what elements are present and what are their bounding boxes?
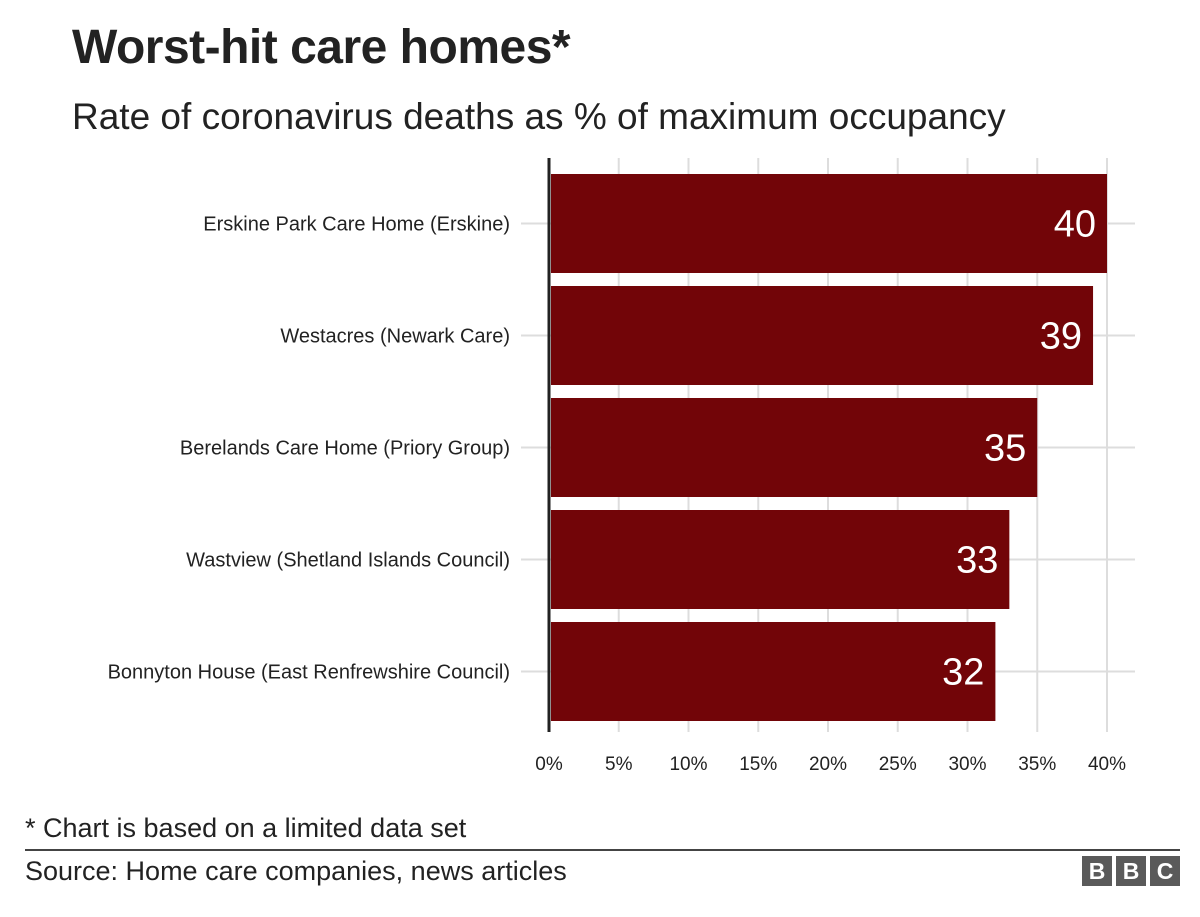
x-tick-label: 20% <box>809 754 847 775</box>
category-label: Wastview (Shetland Islands Council) <box>186 550 510 572</box>
category-label: Berelands Care Home (Priory Group) <box>180 438 510 460</box>
data-label: 33 <box>956 540 998 582</box>
x-tick-label: 35% <box>1018 754 1056 775</box>
data-label: 40 <box>1054 204 1096 246</box>
logo-letter: B <box>1116 856 1146 886</box>
bar <box>551 622 996 721</box>
bar <box>551 286 1094 385</box>
chart-subtitle: Rate of coronavirus deaths as % of maxim… <box>72 96 1006 137</box>
bar <box>551 174 1107 273</box>
x-tick-label: 30% <box>948 754 986 775</box>
x-tick-label: 5% <box>605 754 633 775</box>
logo-letter: B <box>1082 856 1112 886</box>
bar-chart: 40 39 35 33 32 Erskine Park Care Home (Erski… <box>108 158 1135 775</box>
category-label: Bonnyton House (East Renfrewshire Counci… <box>108 662 510 684</box>
x-tick-label: 25% <box>879 754 917 775</box>
data-label: 39 <box>1040 316 1082 358</box>
category-labels: Erskine Park Care Home (Erskine) Westacre… <box>108 214 510 684</box>
footer-divider <box>25 849 1180 851</box>
x-tick-labels: 0% 5% 10% 15% 20% 25% 30% 35% 40% <box>535 754 1126 775</box>
bar <box>551 398 1038 497</box>
bbc-logo: B B C <box>1082 856 1180 886</box>
data-label: 35 <box>984 428 1026 470</box>
logo-letter: C <box>1150 856 1180 886</box>
category-label: Westacres (Newark Care) <box>280 326 510 348</box>
category-label: Erskine Park Care Home (Erskine) <box>203 214 510 236</box>
source-note: Source: Home care companies, news articl… <box>25 856 567 886</box>
x-tick-label: 0% <box>535 754 563 775</box>
x-tick-label: 40% <box>1088 754 1126 775</box>
x-tick-label: 15% <box>739 754 777 775</box>
x-tick-label: 10% <box>669 754 707 775</box>
bars: 40 39 35 33 32 <box>551 174 1107 721</box>
bar <box>551 510 1010 609</box>
data-label: 32 <box>942 652 984 694</box>
footnote: * Chart is based on a limited data set <box>25 813 467 843</box>
chart-title: Worst-hit care homes* <box>72 21 571 74</box>
